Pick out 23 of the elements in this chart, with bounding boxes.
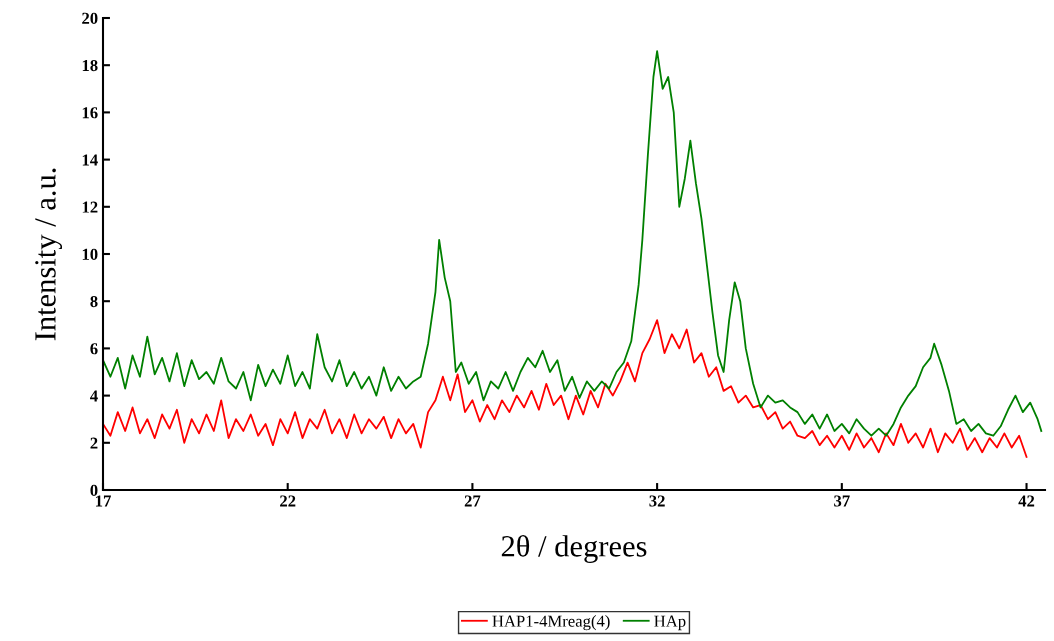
y-tick-label: 6 (90, 343, 98, 355)
y-tick-label: 16 (82, 107, 98, 119)
legend-label: HAP1-4Mreag(4) (492, 615, 610, 631)
y-tick-label: 8 (90, 295, 98, 308)
line-series (103, 50, 1043, 437)
y-axis-title: Intensity / a.u. (35, 168, 63, 341)
y-tick-label: 20 (82, 12, 98, 24)
x-tick-label: 32 (649, 495, 665, 507)
x-tick-label: 37 (834, 495, 850, 507)
x-tick-label: 22 (280, 495, 296, 507)
line-series (103, 319, 1028, 458)
y-tick-label: 10 (82, 248, 98, 260)
y-tick-label: 12 (82, 201, 98, 213)
x-tick-label: 27 (464, 495, 481, 507)
y-tick-label: 14 (82, 154, 98, 166)
y-tick-label: 2 (90, 437, 98, 449)
x-tick-label: 17 (96, 495, 111, 507)
y-tick-label: 18 (82, 59, 98, 72)
x-tick-label: 42 (1018, 495, 1035, 507)
x-axis-title: 2θ / degrees (501, 534, 647, 563)
legend-label: HAp (654, 615, 686, 631)
y-tick-label: 4 (90, 390, 98, 402)
y-tick-label: 0 (90, 484, 98, 496)
